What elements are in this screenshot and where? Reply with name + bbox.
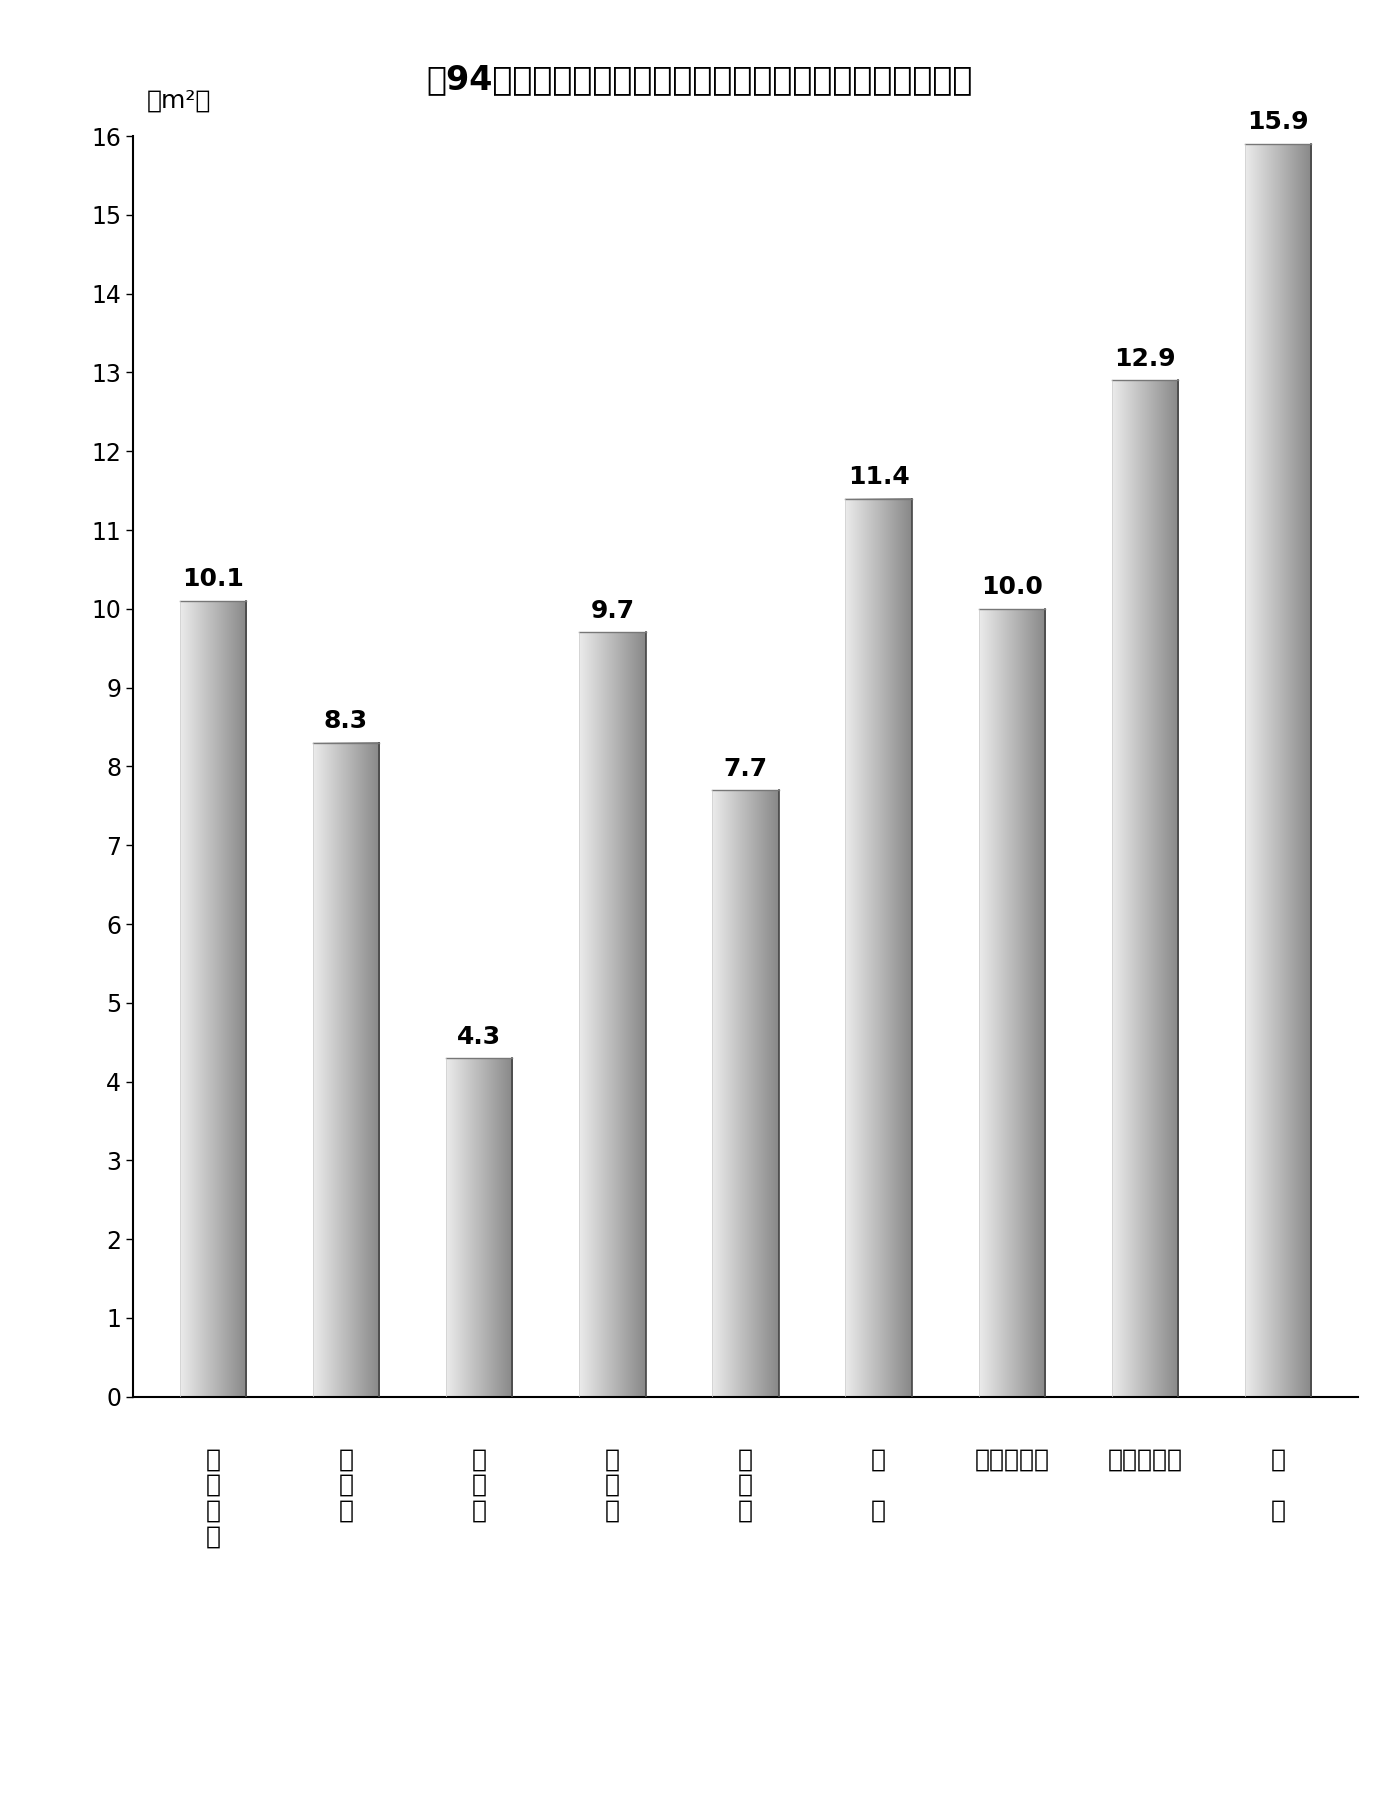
Text: 11.4: 11.4 (848, 464, 910, 490)
Text: 4.3: 4.3 (458, 1025, 501, 1048)
Text: 特
例
市: 特 例 市 (738, 1448, 753, 1524)
Text: 7.7: 7.7 (724, 756, 767, 780)
Text: 中
核
市: 中 核 市 (605, 1448, 620, 1524)
Text: 15.9: 15.9 (1247, 111, 1309, 134)
Text: （m²）: （m²） (147, 89, 210, 112)
Text: 10.0: 10.0 (981, 575, 1043, 599)
Text: 特
別
区: 特 別 区 (472, 1448, 487, 1524)
Text: 大
都
市: 大 都 市 (339, 1448, 354, 1524)
Text: 第94図　都市計画区域内の人口１人当たり都市公園等面積: 第94図 都市計画区域内の人口１人当たり都市公園等面積 (427, 63, 973, 96)
Text: 9.7: 9.7 (591, 599, 634, 622)
Text: （中都市）: （中都市） (974, 1448, 1050, 1471)
Text: 12.9: 12.9 (1114, 346, 1176, 370)
Text: 10.1: 10.1 (182, 568, 244, 591)
Text: 全
市
町
村: 全 市 町 村 (206, 1448, 220, 1549)
Text: （小都市）: （小都市） (1107, 1448, 1183, 1471)
Text: 都

市: 都 市 (871, 1448, 886, 1524)
Text: 8.3: 8.3 (323, 709, 368, 733)
Text: 町

村: 町 村 (1271, 1448, 1285, 1524)
